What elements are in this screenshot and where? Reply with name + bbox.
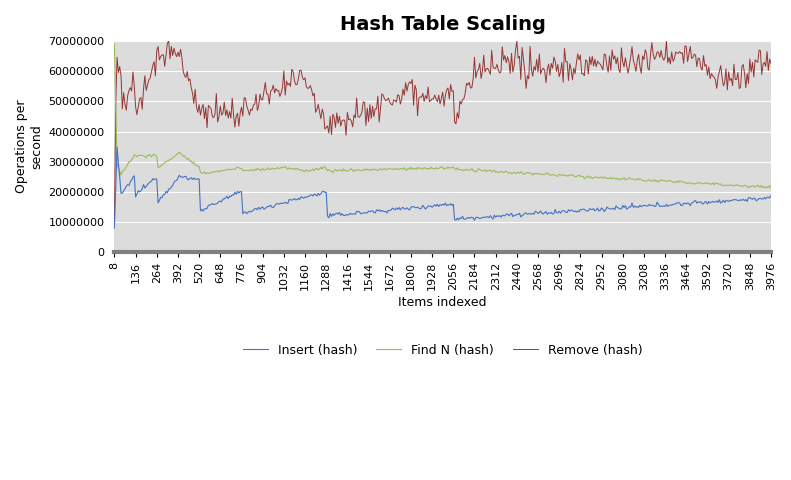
- Line: Remove (hash): Remove (hash): [115, 41, 771, 227]
- Find N (hash): [604, 176, 613, 181]
- Remove (hash): [676, 50, 686, 56]
- Insert (hash): [676, 203, 686, 208]
- Find N (hash): [675, 178, 684, 183]
- Insert (hash): [110, 225, 119, 231]
- Remove (hash): [766, 60, 776, 66]
- Remove (hash): [517, 45, 527, 50]
- Insert (hash): [605, 205, 615, 211]
- Find N (hash): [217, 168, 226, 173]
- Line: Find N (hash): Find N (hash): [115, 44, 771, 188]
- Find N (hash): [289, 166, 298, 172]
- Y-axis label: Operations per
second: Operations per second: [15, 100, 43, 193]
- X-axis label: Items indexed: Items indexed: [399, 296, 487, 309]
- Find N (hash): [766, 182, 776, 188]
- Insert (hash): [112, 144, 122, 150]
- Remove (hash): [605, 53, 615, 59]
- Remove (hash): [218, 110, 228, 116]
- Legend: Insert (hash), Find N (hash), Remove (hash): Insert (hash), Find N (hash), Remove (ha…: [238, 338, 647, 361]
- Remove (hash): [110, 224, 119, 229]
- Find N (hash): [765, 185, 774, 191]
- Insert (hash): [218, 196, 228, 202]
- Remove (hash): [290, 78, 299, 84]
- Remove (hash): [164, 38, 173, 44]
- Find N (hash): [516, 169, 525, 175]
- Remove (hash): [761, 63, 770, 69]
- Insert (hash): [290, 195, 299, 201]
- Find N (hash): [110, 41, 119, 47]
- Title: Hash Table Scaling: Hash Table Scaling: [340, 15, 546, 34]
- Find N (hash): [759, 185, 769, 191]
- Insert (hash): [766, 192, 776, 198]
- Insert (hash): [517, 213, 527, 218]
- Line: Insert (hash): Insert (hash): [115, 147, 771, 228]
- Insert (hash): [761, 196, 770, 202]
